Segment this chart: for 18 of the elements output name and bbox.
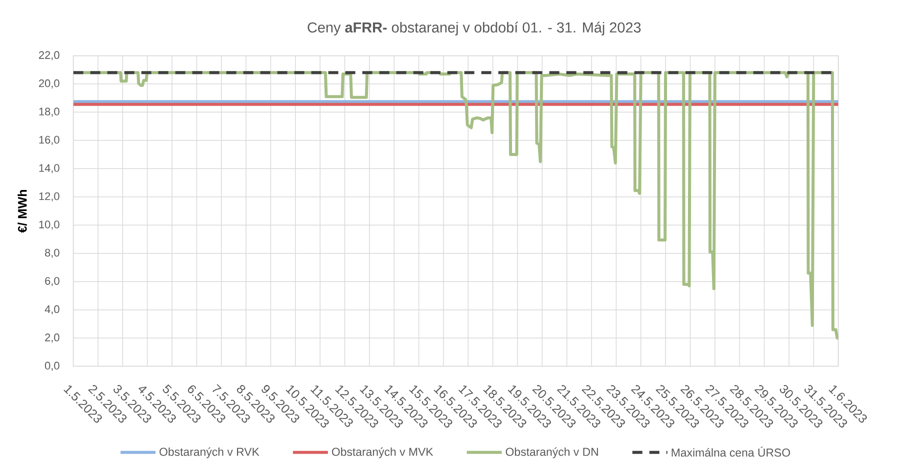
legend-label: Obstaraných v DN xyxy=(506,447,598,458)
chart-title: Ceny aFRR- obstaranej v období 01. - 31. Máj 2023 xyxy=(308,22,641,36)
y-tick-label: 10,0 xyxy=(39,220,60,230)
y-tick-label: 22,0 xyxy=(39,51,60,60)
y-tick-label: 6,0 xyxy=(45,277,60,286)
y-tick-label: 2,0 xyxy=(45,334,60,343)
y-tick-label: 4,0 xyxy=(44,305,60,314)
y-tick-label: 18,0 xyxy=(39,108,60,117)
y-tick-label: 14,0 xyxy=(39,164,60,174)
y-tick-label: 12,0 xyxy=(39,192,60,202)
legend-label: Obstaraných v RVK xyxy=(160,447,260,458)
y-axis-title: €/ MWh xyxy=(18,190,27,233)
legend-label: Maximálna cena ÚRSO xyxy=(672,446,790,457)
y-tick-label: 8,0 xyxy=(45,248,60,258)
y-tick-label: 16,0 xyxy=(39,136,60,145)
y-tick-label: 20,0 xyxy=(39,79,60,88)
legend-label: Obstaraných v MVK xyxy=(332,447,434,458)
y-tick-label: 0,0 xyxy=(44,362,60,371)
